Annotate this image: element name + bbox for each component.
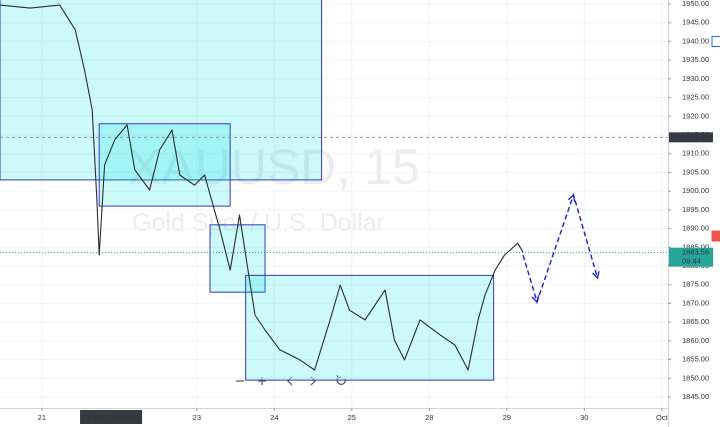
x-tick-label: 24 [270,413,278,422]
price-line [0,4,524,371]
watermark-description: Gold Spot / U.S. Dollar [132,209,385,237]
rectangle-drawing [98,123,231,207]
y-tick-label: 1910.00 [682,149,709,158]
forecast-arrowhead [567,193,576,202]
y-tick-label: 1950.00 [682,0,709,8]
price-marker [711,35,720,47]
y-tick-label: 1855.00 [682,355,709,364]
y-tick-label: 1860.00 [682,336,709,345]
y-tick-label: 1930.00 [682,74,709,83]
y-tick-label: 1895.00 [682,205,709,214]
y-tick-label: 1905.00 [682,167,709,176]
x-tick-label: Oct [656,413,669,422]
time-axis-bg [0,408,668,427]
y-tick-label: 1885.00 [682,242,709,251]
crosshair-time-label: 21:00 [120,413,139,422]
x-tick-label: 28 [425,413,433,422]
x-tick-label: 25 [348,413,356,422]
forecast-path [522,192,599,305]
x-tick-label: 23 [193,413,201,422]
price-marker [711,230,720,242]
rectangle-drawing [209,224,266,293]
last-price-label: 1883.56 [682,248,709,257]
forecast-arrowhead [531,294,540,304]
forecast-arrowhead [592,270,600,280]
y-tick-label: 1940.00 [682,36,709,45]
price-axis-bg [668,0,720,427]
y-tick-label: 1890.00 [682,224,709,233]
y-tick-label: 1935.00 [682,55,709,64]
crosshair-time-box [80,410,143,424]
crosshair-price-label: 1914.38 [682,132,709,141]
last-price-box [669,247,713,267]
x-tick-label: 29 [503,413,511,422]
x-tick-label: 30 [580,413,588,422]
y-tick-label: 1870.00 [682,298,709,307]
rectangle-drawing [245,274,495,381]
y-tick-label: 1865.00 [682,317,709,326]
y-tick-label: 1945.00 [682,18,709,27]
y-tick-label: 1925.00 [682,93,709,102]
y-tick-label: 1850.00 [682,373,709,382]
x-tick-label: 21 [38,413,46,422]
rectangle-drawing [0,0,323,181]
y-tick-label: 1875.00 [682,280,709,289]
countdown-label: 09:44 [682,257,701,266]
crosshair-date-label: 21 Sep '20 [83,413,119,422]
crosshair-price-box [669,132,713,143]
y-tick-label: 1920.00 [682,111,709,120]
y-tick-label: 1845.00 [682,392,709,401]
y-tick-label: 1900.00 [682,186,709,195]
